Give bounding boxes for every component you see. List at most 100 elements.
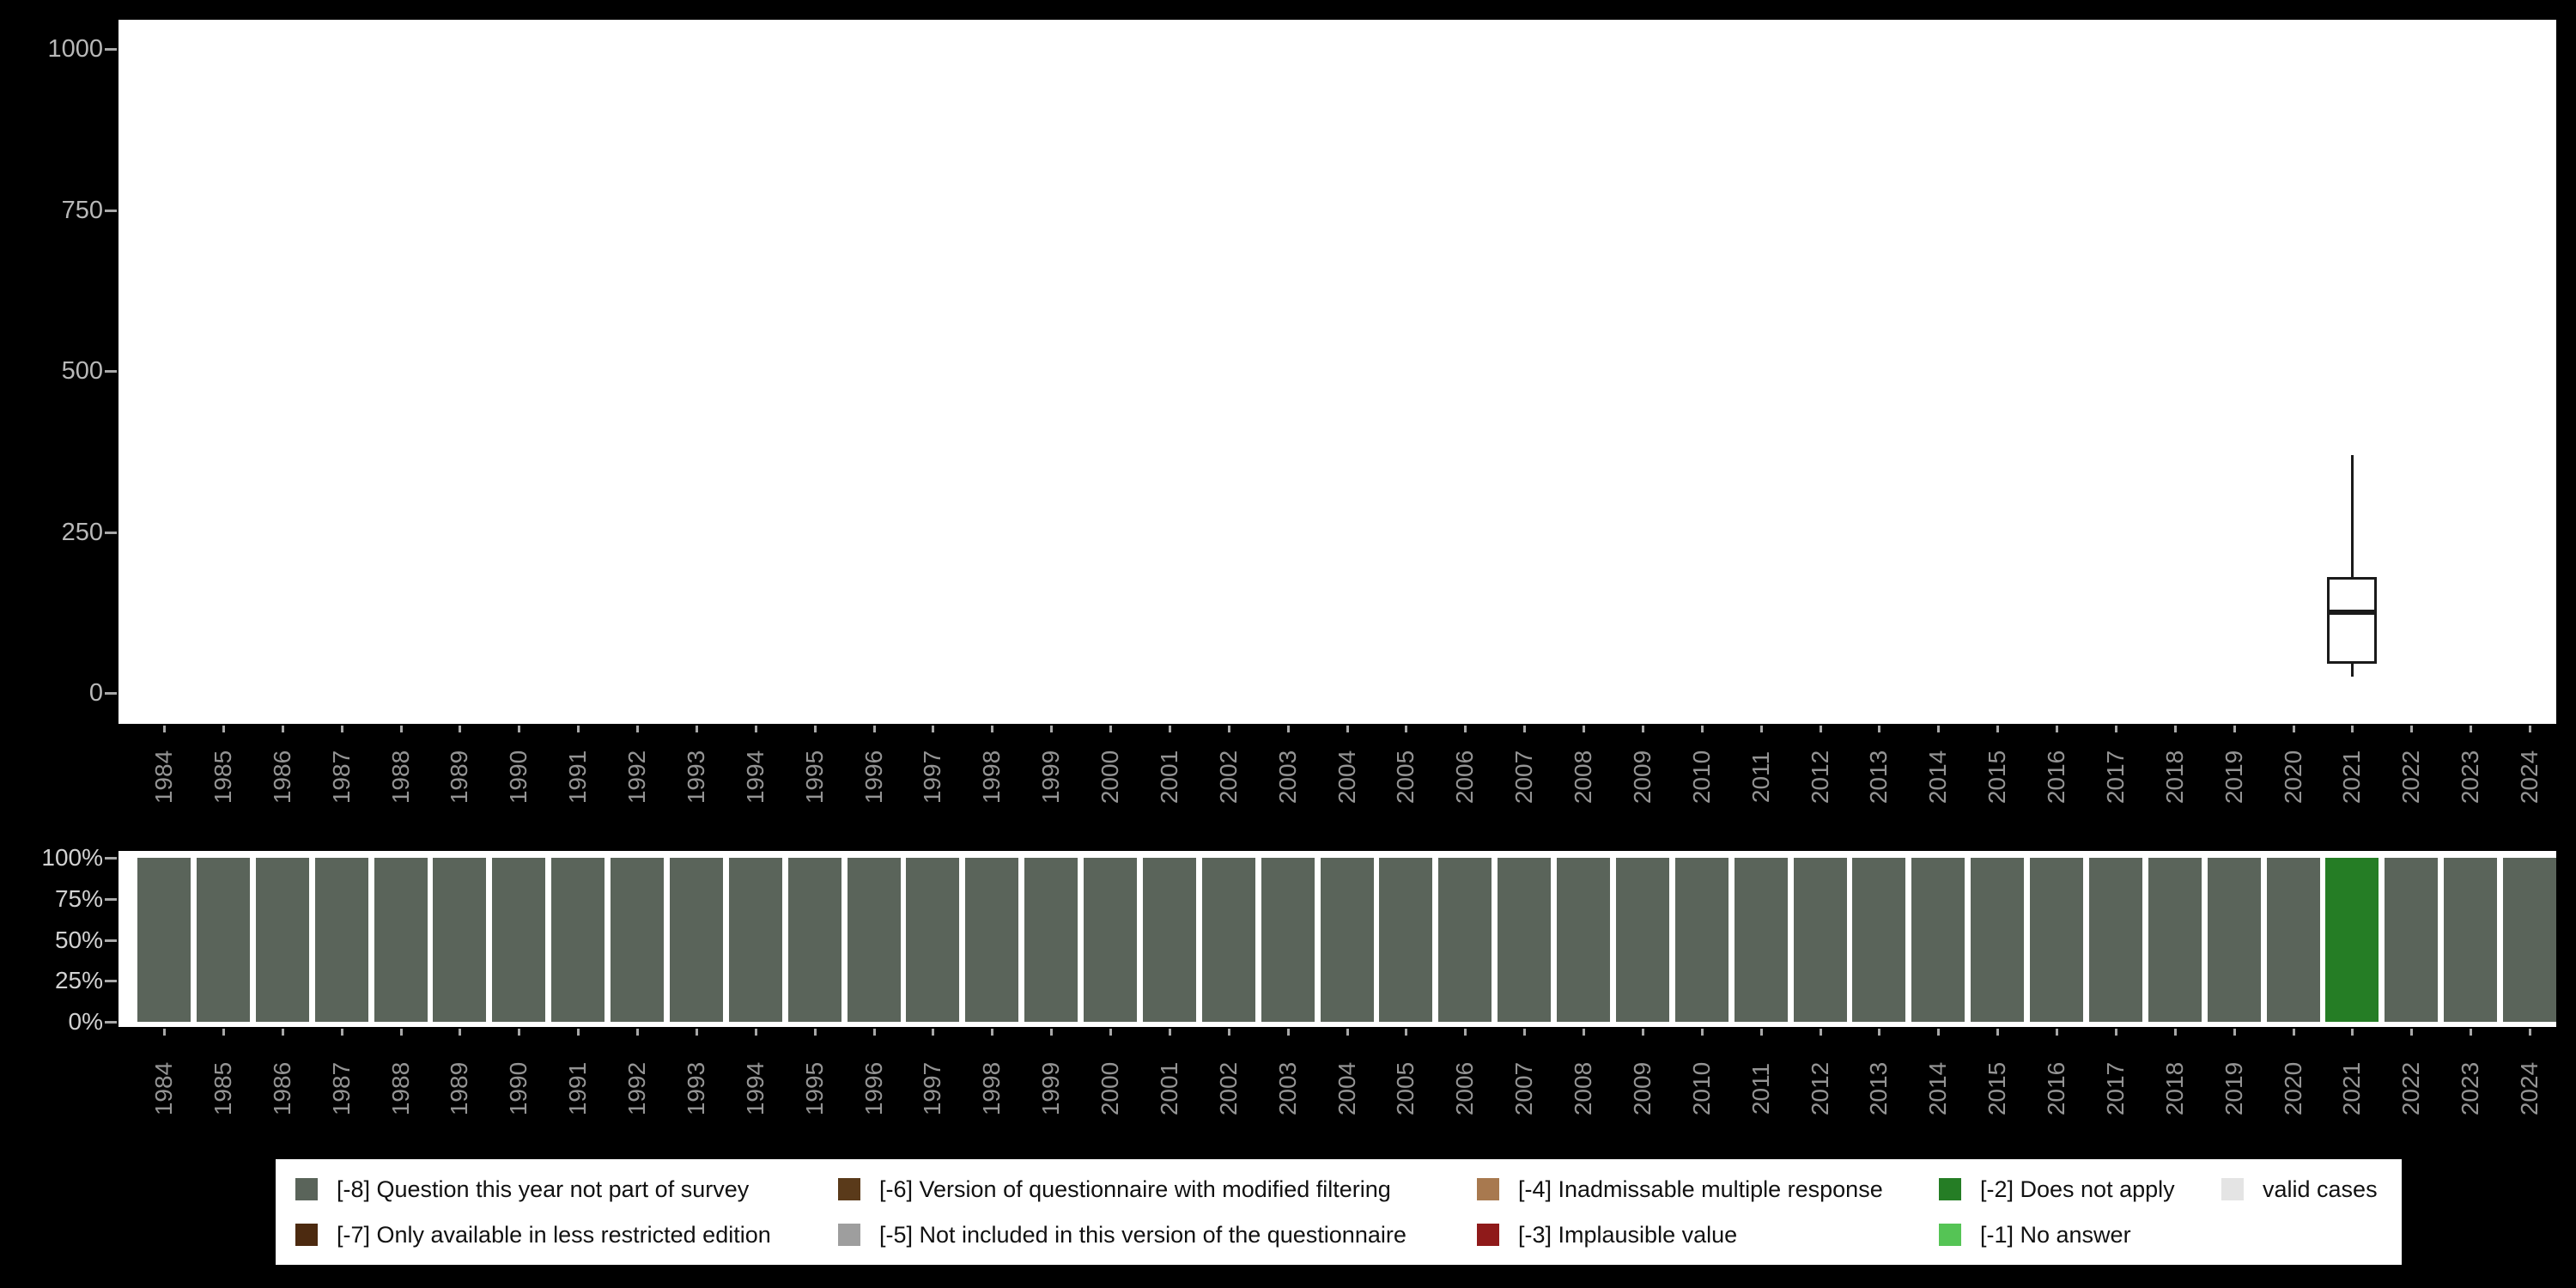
x-axis-year-label: 1985	[209, 1061, 236, 1116]
x-axis-tick-mark	[577, 726, 580, 732]
x-axis-year-label: 2022	[2397, 750, 2425, 805]
x-axis-tick-mark	[2351, 726, 2354, 732]
x-axis-year-label: 2023	[2457, 1061, 2484, 1116]
x-axis-tick-mark	[2410, 1029, 2414, 1036]
legend-item: [-1] No answer	[1939, 1222, 2221, 1249]
x-axis-year-label: 2019	[2220, 1061, 2247, 1116]
x-axis-tick-mark	[2529, 1029, 2531, 1036]
x-axis-tick-mark	[1819, 726, 1822, 732]
legend-swatch--8	[295, 1178, 318, 1200]
x-axis-year-label: 2012	[1806, 1061, 1833, 1116]
stacked-bar	[1852, 858, 1906, 1022]
stacked-bar	[1674, 858, 1728, 1022]
boxplot-median	[2327, 610, 2378, 616]
x-axis-year-label: 2006	[1451, 750, 1479, 805]
x-axis-year-label: 2002	[1214, 750, 1242, 805]
x-axis-tick-mark	[1759, 1029, 1763, 1036]
stacked-bar	[965, 858, 1019, 1022]
stacked-bar	[137, 858, 191, 1022]
legend-swatch--6	[838, 1178, 860, 1200]
stacked-bar	[433, 858, 487, 1022]
x-axis-tick-mark	[222, 1029, 225, 1036]
y-axis-tick-mark	[105, 692, 117, 695]
x-axis-tick-mark	[636, 1029, 639, 1036]
stacked-bar	[374, 858, 428, 1022]
x-axis-year-label: 1998	[978, 1061, 1005, 1116]
x-axis-tick-mark	[1819, 1029, 1822, 1036]
boxplot-whisker	[2350, 454, 2354, 677]
x-axis-tick-mark	[459, 726, 462, 732]
stacked-bar	[728, 858, 782, 1022]
x-axis-year-label: 1996	[860, 750, 887, 805]
legend-swatch--2	[1939, 1178, 1961, 1200]
legend-label: [-8] Question this year not part of surv…	[337, 1176, 750, 1202]
x-axis-year-label: 2008	[1570, 750, 1596, 805]
x-axis-tick-mark	[813, 726, 817, 732]
x-axis-tick-mark	[2056, 726, 2058, 732]
x-axis-year-label: 2007	[1510, 1061, 1538, 1116]
stacked-bar	[611, 858, 664, 1022]
y-axis-tick-label: 750	[61, 196, 103, 224]
legend-swatch--3	[1477, 1224, 1499, 1246]
legend-swatch--1	[1939, 1224, 1961, 1246]
x-axis-tick-mark	[754, 726, 757, 732]
legend-item: [-2] Does not apply	[1939, 1176, 2221, 1203]
stacked-bar	[492, 858, 546, 1022]
legend-label: [-5] Not included in this version of the…	[879, 1221, 1406, 1248]
x-axis-year-label: 2005	[1392, 750, 1419, 805]
y-axis-tick-mark	[105, 209, 117, 212]
x-axis-year-label: 2019	[2220, 750, 2247, 805]
x-axis-year-label: 1984	[150, 750, 177, 805]
x-axis-year-label: 2010	[1687, 750, 1715, 805]
x-axis-tick-mark	[1583, 726, 1585, 732]
stacked-bar	[1379, 858, 1433, 1022]
x-axis-tick-mark	[2173, 726, 2177, 732]
x-axis-tick-mark	[518, 1029, 521, 1036]
stacked-bar	[1201, 858, 1255, 1022]
stacked-bar	[1438, 858, 1492, 1022]
x-axis-tick-mark	[2233, 726, 2236, 732]
x-axis-year-label: 2003	[1273, 750, 1301, 805]
x-axis-tick-mark	[2114, 726, 2117, 732]
x-axis-year-label: 1994	[741, 750, 769, 805]
legend-label: [-7] Only available in less restricted e…	[337, 1221, 771, 1248]
stacked-bar	[2207, 858, 2261, 1022]
x-axis-tick-mark	[2292, 1029, 2295, 1036]
percent-tick-label: 25%	[54, 967, 103, 994]
stacked-bar	[906, 858, 960, 1022]
x-axis-year-label: 1997	[919, 1061, 946, 1116]
legend-item: [-5] Not included in this version of the…	[838, 1222, 1477, 1249]
x-axis-tick-mark	[1641, 726, 1644, 732]
x-axis-year-label: 1987	[327, 750, 355, 805]
x-axis-year-label: 2004	[1333, 1061, 1360, 1116]
x-axis-year-label: 2002	[1214, 1061, 1242, 1116]
x-axis-tick-mark	[2529, 726, 2531, 732]
x-axis-tick-mark	[1168, 726, 1171, 732]
x-axis-tick-mark	[1405, 726, 1408, 732]
legend-swatch--5	[838, 1224, 860, 1246]
x-axis-tick-mark	[2173, 1029, 2177, 1036]
stacked-bar	[1734, 858, 1788, 1022]
x-axis-year-label: 2001	[1155, 750, 1182, 805]
percent-tick-mark	[105, 897, 117, 901]
stacked-bar	[2088, 858, 2142, 1022]
x-axis-tick-mark	[1464, 1029, 1467, 1036]
x-axis-tick-mark	[872, 1029, 876, 1036]
x-axis-tick-mark	[1523, 726, 1527, 732]
legend-label: [-1] No answer	[1980, 1221, 2131, 1248]
stacked-bar	[1084, 858, 1137, 1022]
x-axis-year-label: 1998	[978, 750, 1005, 805]
percent-tick-label: 100%	[41, 844, 103, 871]
x-axis-tick-mark	[1759, 726, 1763, 732]
stacked-bar	[196, 858, 250, 1022]
x-axis-tick-mark	[991, 726, 994, 732]
stacked-bar	[2266, 858, 2320, 1022]
x-axis-year-label: 2018	[2160, 1061, 2188, 1116]
x-axis-year-label: 1984	[150, 1061, 177, 1116]
legend-label: [-3] Implausible value	[1518, 1221, 1738, 1248]
x-axis-tick-mark	[2292, 726, 2295, 732]
x-axis-year-label: 2005	[1392, 1061, 1419, 1116]
stacked-bar	[1793, 858, 1847, 1022]
x-axis-tick-mark	[459, 1029, 462, 1036]
legend-swatch--4	[1477, 1178, 1499, 1200]
